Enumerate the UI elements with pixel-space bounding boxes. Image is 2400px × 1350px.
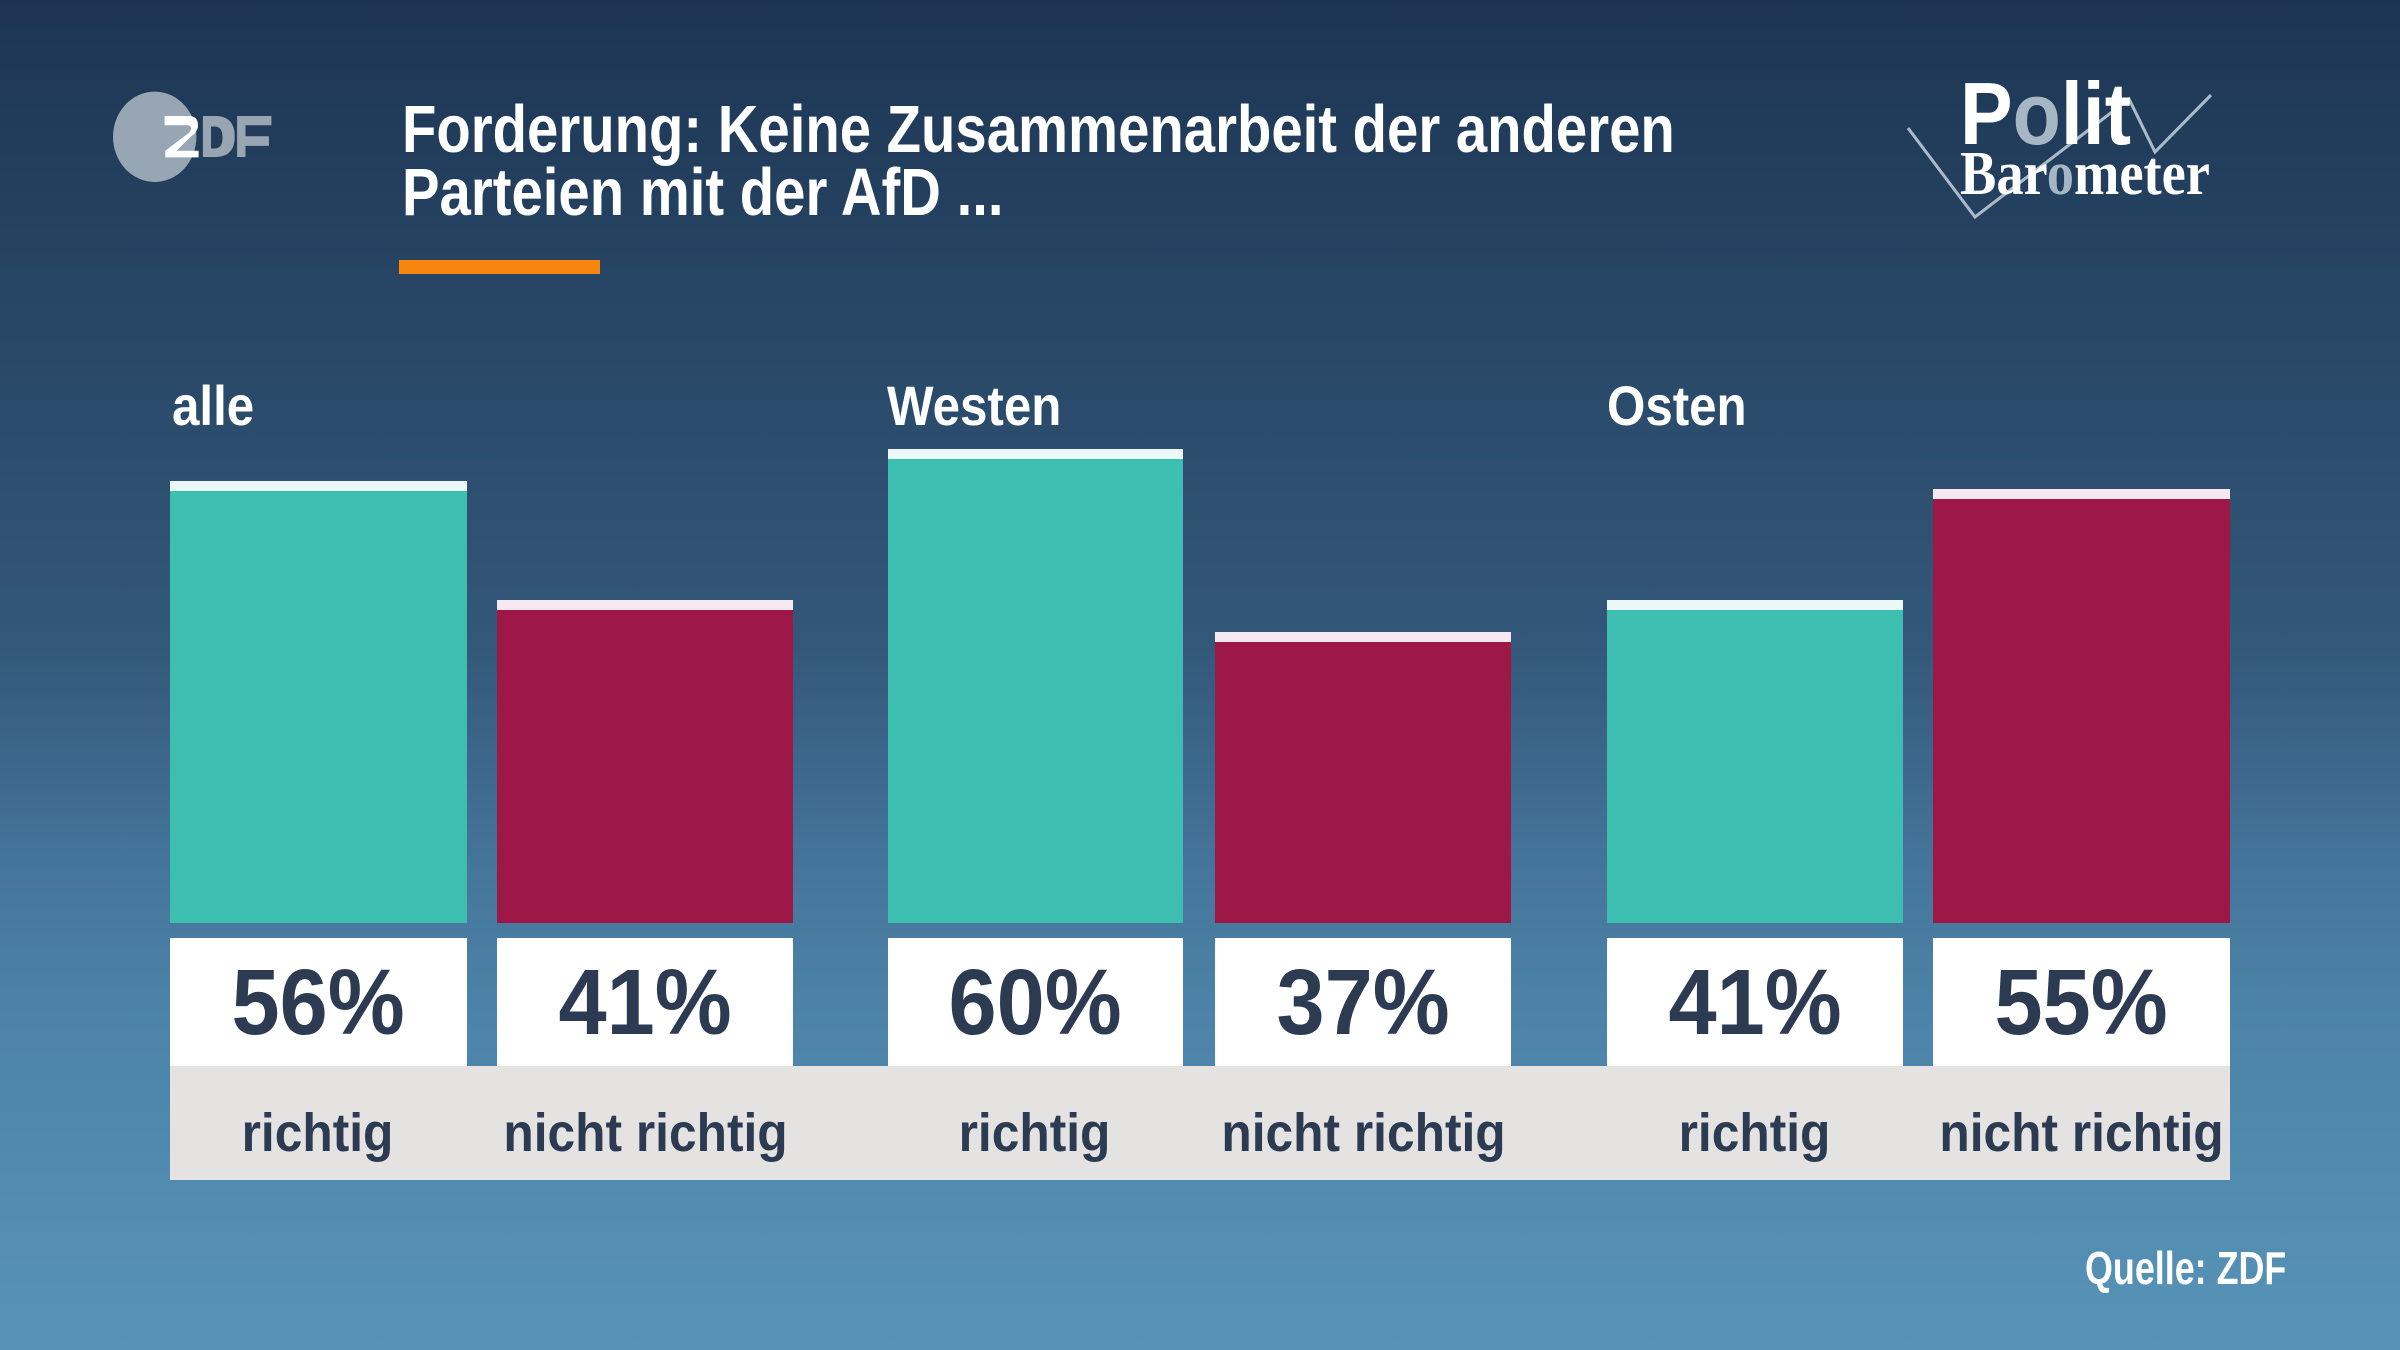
svg-text:Polit: Polit xyxy=(1960,64,2131,163)
svg-text:Barometer: Barometer xyxy=(1960,140,2210,208)
